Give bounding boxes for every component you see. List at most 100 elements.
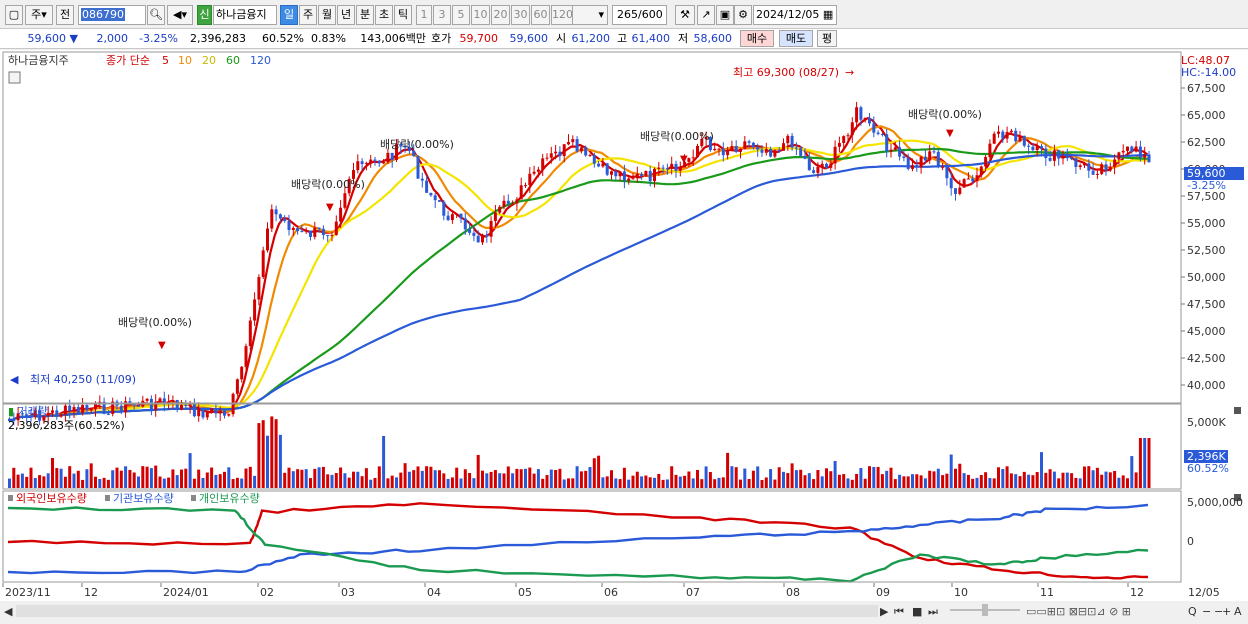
window-menu-icon[interactable]: ▢ [5, 5, 23, 25]
period-tab-6[interactable]: 틱 [394, 5, 412, 25]
volume-bar [205, 472, 209, 488]
price-y-tick: 52,500 [1187, 244, 1226, 257]
period-tab-1[interactable]: 주 [299, 5, 317, 25]
candle-body [584, 147, 588, 156]
period-tab-0[interactable]: 일 [280, 5, 298, 25]
price-panel-border [2, 51, 1182, 404]
period-tab-4[interactable]: 분 [356, 5, 374, 25]
calendar-icon[interactable]: ▦ [822, 8, 834, 21]
volume-bar [975, 477, 979, 488]
zoom-slider-handle[interactable] [982, 604, 988, 616]
interval-button-3[interactable]: 10 [471, 5, 490, 25]
volume-bar [149, 468, 153, 488]
volume-panel-close-icon[interactable] [1234, 407, 1241, 414]
candle-body [420, 178, 424, 181]
save-icon[interactable]: ▣ [716, 5, 734, 25]
zoom-minus-icon[interactable]: − [1214, 605, 1223, 618]
stop-icon[interactable]: ■ [912, 605, 922, 618]
candle-body [704, 136, 708, 140]
candle-body [339, 207, 343, 222]
interval-dropdown[interactable]: ▾ [572, 5, 608, 25]
draw-tool-icon[interactable]: ↗ [697, 5, 715, 25]
text-tool-icon[interactable]: A [1234, 605, 1242, 618]
rewind-icon[interactable]: ⏮ [894, 605, 904, 618]
sell-button[interactable]: 매도 [779, 30, 813, 47]
interval-button-4[interactable]: 20 [491, 5, 510, 25]
volume-bar [29, 467, 33, 488]
price-y-tick: 55,000 [1187, 217, 1226, 230]
count-field[interactable]: 265/600 [612, 5, 667, 25]
settings-gear-icon[interactable]: ⚙ [734, 5, 752, 25]
candle-body [1001, 131, 1005, 139]
candle-body [941, 166, 945, 168]
period-tab-3[interactable]: 년 [337, 5, 355, 25]
zoom-in-icon[interactable]: + [1222, 605, 1231, 618]
current-price-box [1184, 167, 1244, 180]
volume-bar [201, 477, 205, 488]
candle-body [760, 149, 764, 153]
interval-button-1[interactable]: 3 [433, 5, 451, 25]
x-axis-label: 11 [1040, 586, 1054, 599]
volume-bar [119, 470, 123, 488]
search-icon[interactable]: 🔍︎ [147, 5, 165, 25]
interval-button-2[interactable]: 5 [452, 5, 470, 25]
sound-icon[interactable]: ◀▾ [167, 5, 193, 25]
candle-body [644, 170, 648, 177]
scroll-right-icon[interactable]: ▶ [880, 605, 889, 618]
scrollbar-track[interactable] [16, 605, 878, 617]
volume-bar [618, 479, 622, 488]
candle-body [1065, 156, 1069, 159]
avg-button[interactable]: 평 [817, 30, 837, 47]
candle-body [872, 123, 876, 133]
quote-high: 61,400 [631, 32, 671, 45]
volume-bar [72, 473, 76, 488]
candle-body [235, 379, 239, 394]
chart-area[interactable]: 최고 69,300 (08/27) → 최저 40,250 (11/09) ◀ 배당락(… [0, 50, 1248, 621]
volume-bar [588, 467, 592, 488]
scroll-left-icon[interactable]: ◀ [4, 605, 13, 618]
interval-button-7[interactable]: 120 [551, 5, 573, 25]
candle-body [489, 220, 493, 237]
interval-button-0[interactable]: 1 [416, 5, 432, 25]
volume-bar [248, 466, 252, 488]
holdings-panel-close-icon[interactable] [1234, 494, 1241, 501]
zoom-out-icon[interactable]: − [1202, 605, 1211, 618]
price-y-tick: 42,500 [1187, 352, 1226, 365]
chart-type-icon[interactable]: ⚒ [675, 5, 695, 25]
prev-button[interactable]: 전 [56, 5, 74, 25]
volume-bar [545, 475, 549, 488]
stock-code-input[interactable]: 086790 [78, 5, 146, 25]
zoom-reset-icon[interactable]: Q [1188, 605, 1197, 618]
candle-body [567, 142, 570, 145]
holdings-y-tick-top: 5,000,000 [1187, 496, 1243, 509]
chart-grid-toggle-icon[interactable] [8, 71, 21, 84]
period-tab-2[interactable]: 월 [318, 5, 336, 25]
candle-body [175, 400, 179, 410]
volume-bar [33, 478, 37, 488]
stock-chart[interactable]: 최고 69,300 (08/27) → 최저 40,250 (11/09) ◀ 배당락(… [0, 50, 1248, 621]
candle-body [966, 178, 970, 180]
period-tab-5[interactable]: 초 [375, 5, 393, 25]
candle-body [837, 142, 841, 147]
volume-bar [313, 468, 317, 488]
play-icon[interactable]: ⏭ [928, 605, 938, 618]
interval-button-6[interactable]: 60 [531, 5, 550, 25]
volume-bar [657, 473, 661, 488]
volume-bar [481, 470, 484, 488]
candle-body [635, 173, 639, 179]
interval-button-5[interactable]: 30 [511, 5, 530, 25]
volume-bar [949, 454, 953, 488]
volume-bar [769, 469, 773, 488]
candle-body [300, 231, 304, 233]
volume-bar [674, 474, 678, 488]
period-select[interactable]: 주▾ [25, 5, 53, 25]
ma-line-60 [7, 147, 1148, 422]
candle-body [89, 408, 93, 411]
date-field[interactable]: 2024/12/05 ▦ [753, 5, 837, 25]
buy-button[interactable]: 매수 [740, 30, 774, 47]
candle-body [386, 152, 390, 163]
toolbar-icons-right[interactable]: ▭▭⊞⊡ ⊠⊟⊡⊿ ⊘ ⊞ [1026, 605, 1131, 618]
dividend-marker-icon: ▼ [946, 128, 954, 139]
candle-body [81, 405, 85, 413]
volume-bar [700, 479, 704, 488]
